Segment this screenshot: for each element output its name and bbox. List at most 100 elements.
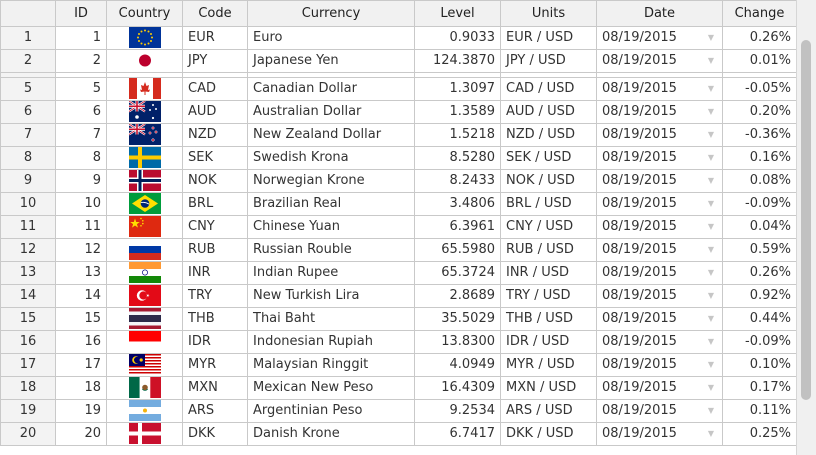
row-number[interactable]: 8 [0, 146, 56, 170]
table-row[interactable]: 1 1 EUR Euro 0.9033 EUR / USD 08/19/2015 ▼ 0.26% [0, 26, 796, 50]
id-cell[interactable]: 1 [55, 26, 107, 50]
level-cell[interactable]: 65.3724 [414, 261, 501, 285]
id-cell[interactable]: 11 [55, 215, 107, 239]
id-cell[interactable]: 19 [55, 399, 107, 423]
currency-cell[interactable]: New Zealand Dollar [247, 123, 415, 147]
units-cell[interactable]: INR / USD [500, 261, 597, 285]
date-cell[interactable]: 08/19/2015 ▼ [596, 261, 723, 285]
date-cell[interactable]: 08/19/2015 ▼ [596, 284, 723, 308]
units-cell[interactable]: MYR / USD [500, 353, 597, 377]
units-cell[interactable]: THB / USD [500, 307, 597, 331]
date-dropdown-icon[interactable]: ▼ [707, 199, 714, 208]
level-cell[interactable]: 1.3589 [414, 100, 501, 124]
id-cell[interactable]: 14 [55, 284, 107, 308]
date-cell[interactable]: 08/19/2015 ▼ [596, 330, 723, 354]
currency-cell[interactable]: Swedish Krona [247, 146, 415, 170]
code-cell[interactable]: MYR [182, 353, 248, 377]
column-header-country[interactable]: Country [106, 0, 183, 27]
table-row[interactable]: 5 5 CAD Canadian Dollar 1.3097 CAD / USD 08/19… [0, 77, 796, 101]
country-cell[interactable] [106, 49, 183, 73]
row-number[interactable]: 18 [0, 376, 56, 400]
id-cell[interactable]: 12 [55, 238, 107, 262]
change-cell[interactable]: 0.08% [722, 169, 796, 193]
code-cell[interactable]: RUB [182, 238, 248, 262]
column-header-id[interactable]: ID [55, 0, 107, 27]
currency-cell[interactable]: Brazilian Real [247, 192, 415, 216]
change-cell[interactable]: 0.25% [722, 422, 796, 446]
units-cell[interactable]: EUR / USD [500, 26, 597, 50]
date-cell[interactable]: 08/19/2015 ▼ [596, 215, 723, 239]
code-cell[interactable]: NOK [182, 169, 248, 193]
row-number[interactable]: 15 [0, 307, 56, 331]
code-cell[interactable]: THB [182, 307, 248, 331]
currency-cell[interactable]: Norwegian Krone [247, 169, 415, 193]
date-cell[interactable]: 08/19/2015 ▼ [596, 169, 723, 193]
id-cell[interactable]: 20 [55, 422, 107, 446]
id-cell[interactable]: 2 [55, 49, 107, 73]
level-cell[interactable]: 6.7417 [414, 422, 501, 446]
date-cell[interactable]: 08/19/2015 ▼ [596, 376, 723, 400]
date-dropdown-icon[interactable]: ▼ [707, 153, 714, 162]
change-cell[interactable]: 0.59% [722, 238, 796, 262]
change-cell[interactable]: -0.05% [722, 77, 796, 101]
id-cell[interactable]: 17 [55, 353, 107, 377]
date-cell[interactable]: 08/19/2015 ▼ [596, 123, 723, 147]
currency-cell[interactable]: Russian Rouble [247, 238, 415, 262]
column-header-level[interactable]: Level [414, 0, 501, 27]
date-dropdown-icon[interactable]: ▼ [707, 56, 714, 65]
table-row[interactable]: 7 7 NZD New Zealand Dollar 1.5218 NZD / USD 08… [0, 123, 796, 147]
vertical-scrollbar[interactable] [796, 0, 816, 455]
change-cell[interactable]: 0.44% [722, 307, 796, 331]
change-cell[interactable]: -0.36% [722, 123, 796, 147]
code-cell[interactable]: NZD [182, 123, 248, 147]
code-cell[interactable]: TRY [182, 284, 248, 308]
change-cell[interactable]: 0.11% [722, 399, 796, 423]
change-cell[interactable]: 0.26% [722, 261, 796, 285]
date-dropdown-icon[interactable]: ▼ [707, 84, 714, 93]
units-cell[interactable]: ARS / USD [500, 399, 597, 423]
row-number[interactable]: 16 [0, 330, 56, 354]
table-row[interactable]: 10 10 BRL Brazilian Real 3.4806 BRL / USD 08/1… [0, 192, 796, 216]
code-cell[interactable]: IDR [182, 330, 248, 354]
change-cell[interactable]: -0.09% [722, 330, 796, 354]
date-cell[interactable]: 08/19/2015 ▼ [596, 307, 723, 331]
row-number[interactable]: 14 [0, 284, 56, 308]
date-dropdown-icon[interactable]: ▼ [707, 360, 714, 369]
change-cell[interactable]: 0.10% [722, 353, 796, 377]
country-cell[interactable] [106, 330, 183, 354]
id-cell[interactable]: 15 [55, 307, 107, 331]
row-number[interactable]: 20 [0, 422, 56, 446]
code-cell[interactable]: INR [182, 261, 248, 285]
level-cell[interactable]: 4.0949 [414, 353, 501, 377]
table-row[interactable]: 9 9 NOK Norwegian Krone 8.2433 NOK / USD 08/19… [0, 169, 796, 193]
units-cell[interactable]: CAD / USD [500, 77, 597, 101]
country-cell[interactable] [106, 399, 183, 423]
currency-cell[interactable]: Mexican New Peso [247, 376, 415, 400]
code-cell[interactable]: SEK [182, 146, 248, 170]
units-cell[interactable]: BRL / USD [500, 192, 597, 216]
country-cell[interactable] [106, 169, 183, 193]
country-cell[interactable] [106, 146, 183, 170]
code-cell[interactable]: CAD [182, 77, 248, 101]
level-cell[interactable]: 9.2534 [414, 399, 501, 423]
date-dropdown-icon[interactable]: ▼ [707, 33, 714, 42]
table-row[interactable]: 17 17 MYR Malaysian Ringgit 4.0949 MYR / USD 0… [0, 353, 796, 377]
table-row[interactable]: 6 6 AUD Australian Dollar 1.3589 AUD / USD 08/… [0, 100, 796, 124]
date-dropdown-icon[interactable]: ▼ [707, 107, 714, 116]
code-cell[interactable]: MXN [182, 376, 248, 400]
id-cell[interactable]: 10 [55, 192, 107, 216]
date-cell[interactable]: 08/19/2015 ▼ [596, 192, 723, 216]
row-number[interactable]: 12 [0, 238, 56, 262]
country-cell[interactable] [106, 422, 183, 446]
level-cell[interactable]: 6.3961 [414, 215, 501, 239]
country-cell[interactable] [106, 192, 183, 216]
currency-cell[interactable]: Danish Krone [247, 422, 415, 446]
row-header-corner[interactable] [0, 0, 56, 27]
units-cell[interactable]: CNY / USD [500, 215, 597, 239]
currency-cell[interactable]: Indonesian Rupiah [247, 330, 415, 354]
country-cell[interactable] [106, 100, 183, 124]
id-cell[interactable]: 13 [55, 261, 107, 285]
date-cell[interactable]: 08/19/2015 ▼ [596, 353, 723, 377]
units-cell[interactable]: SEK / USD [500, 146, 597, 170]
country-cell[interactable] [106, 353, 183, 377]
